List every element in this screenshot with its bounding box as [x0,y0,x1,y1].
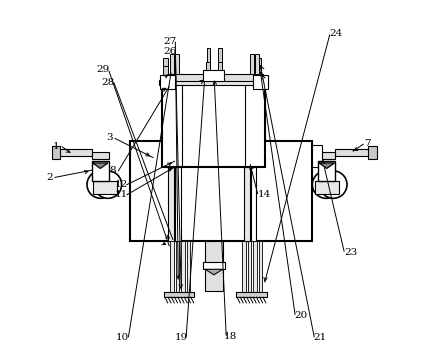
Bar [187,240,190,295]
Bar [253,75,268,89]
Text: 11: 11 [115,190,128,199]
Bar [259,240,262,295]
Text: 14: 14 [257,190,271,199]
Bar [218,47,222,62]
Text: 1: 1 [53,142,60,151]
Bar [203,262,225,269]
Bar [176,240,179,295]
Bar [175,54,179,73]
Bar [129,141,312,240]
Text: 26: 26 [163,47,177,56]
Bar [315,181,339,194]
Bar [256,64,261,75]
Bar [163,64,168,75]
Text: 21: 21 [313,333,326,342]
Circle shape [312,171,340,198]
Bar [242,240,246,295]
Text: 18: 18 [224,332,237,341]
Bar [318,161,335,181]
Bar [368,146,377,159]
Bar [250,54,254,73]
Bar [164,73,263,81]
Bar [168,167,174,240]
Bar [181,240,185,295]
Bar [160,75,175,89]
Bar [248,240,252,295]
Polygon shape [93,163,108,168]
Bar [92,152,109,159]
Text: 20: 20 [294,311,307,320]
Circle shape [94,171,122,198]
Text: 8: 8 [109,167,116,176]
Bar [205,240,222,291]
Text: 2: 2 [46,173,52,182]
Bar [318,152,335,159]
Polygon shape [205,269,222,275]
Bar [312,145,323,167]
Text: 12: 12 [115,180,128,189]
Bar [203,70,225,81]
Bar [175,167,181,240]
Text: 29: 29 [96,66,109,75]
Polygon shape [319,163,334,168]
Bar [256,58,261,66]
Circle shape [319,171,347,198]
Bar [170,240,174,295]
Text: 3: 3 [106,133,113,142]
Text: 19: 19 [175,333,188,342]
Bar [218,62,222,70]
Bar [207,47,210,62]
Bar [256,54,259,73]
Bar [335,148,370,156]
Bar [159,80,268,85]
Bar [251,167,256,240]
Bar [244,167,249,240]
Bar [164,292,194,297]
Bar [236,292,267,297]
Bar [206,62,210,70]
Text: 28: 28 [101,79,115,87]
Bar [163,58,168,66]
Bar [170,54,174,73]
Bar [58,148,92,156]
Text: 23: 23 [344,248,357,257]
Bar [162,82,265,167]
Bar [253,240,257,295]
Text: 7: 7 [364,139,371,148]
Bar [92,161,109,181]
Text: 10: 10 [116,333,129,342]
Text: 27: 27 [163,37,177,46]
Circle shape [87,171,114,198]
Bar [52,146,60,159]
Bar [93,181,117,194]
Text: 24: 24 [330,29,343,38]
